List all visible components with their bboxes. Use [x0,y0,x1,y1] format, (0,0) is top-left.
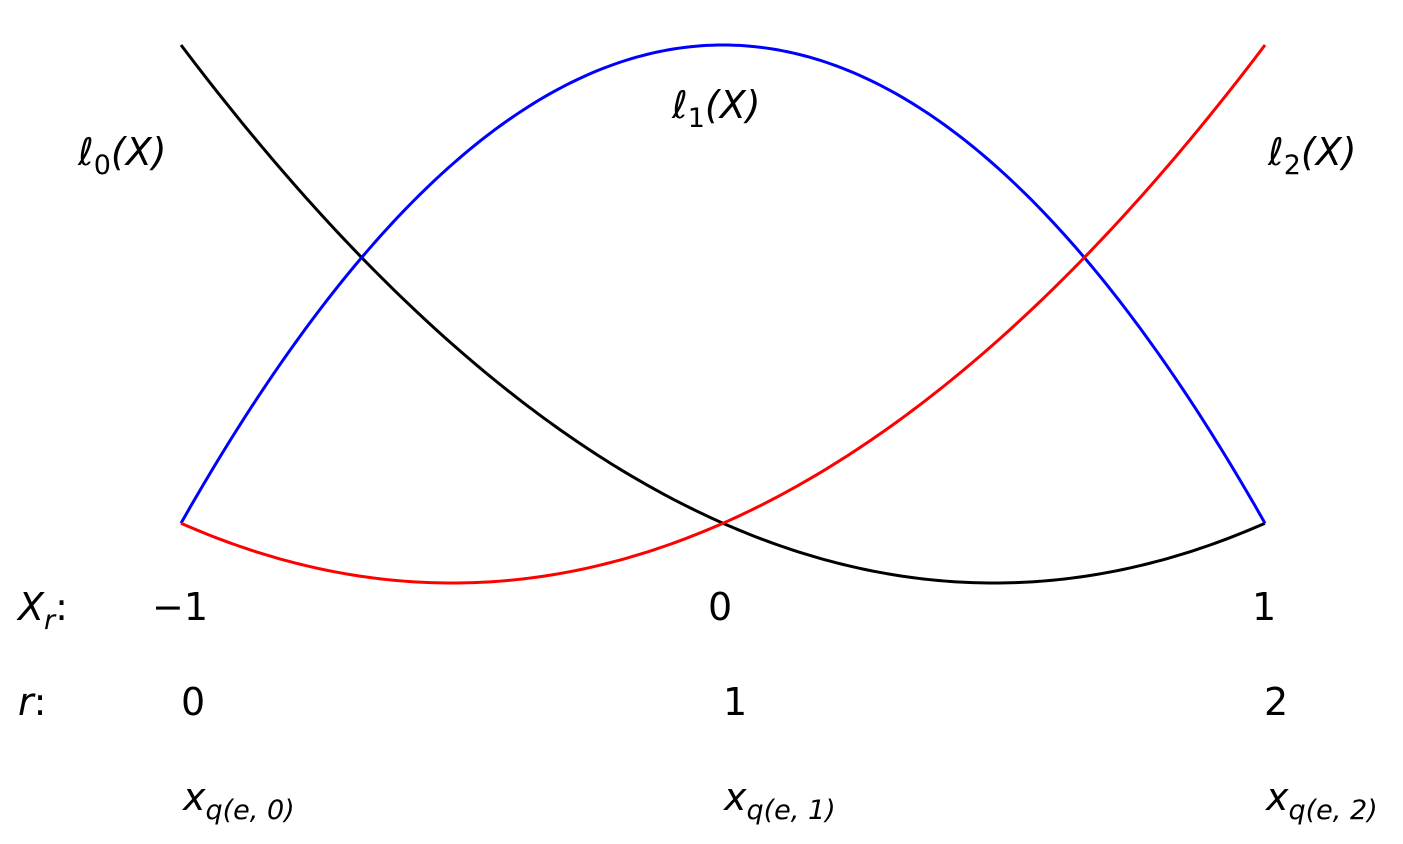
xr-value-2: 1 [1252,585,1276,629]
r-value-2: 2 [1264,680,1288,724]
series-line-l2 [180,44,1267,585]
xr-value-0: −1 [152,585,208,629]
xq-label-2: xq(e, 2) [1265,775,1378,826]
xq-label-1: xq(e, 1) [723,775,836,826]
row-label-xr: Xr: [16,585,68,636]
row-label-r: r: [18,680,46,724]
curves-layer [179,43,1267,585]
curve-label-l2: ℓ2(X) [1267,130,1357,181]
xr-value-1: 0 [708,585,732,629]
curve-label-l1: ℓ1(X) [671,83,761,134]
r-value-0: 0 [181,680,205,724]
r-value-1: 1 [723,680,747,724]
curve-label-l0: ℓ0(X) [77,130,167,181]
xq-label-0: xq(e, 0) [182,775,295,826]
